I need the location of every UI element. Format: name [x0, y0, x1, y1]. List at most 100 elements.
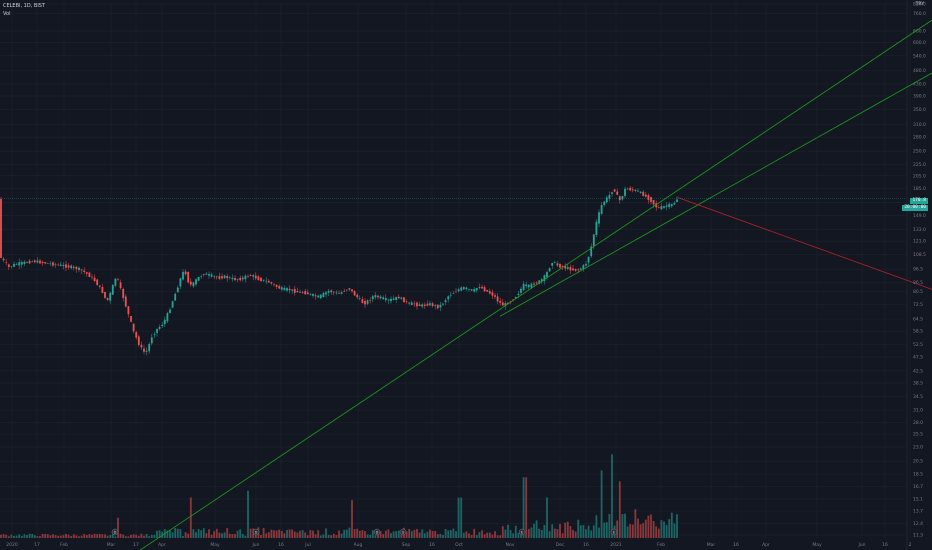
candle-body	[262, 279, 265, 281]
candle-body	[457, 289, 460, 292]
candle-body	[603, 201, 606, 205]
candle-body	[0, 199, 2, 258]
candle-body	[538, 280, 541, 284]
x-tick-label: Apr	[158, 542, 166, 548]
volume-bar	[436, 534, 439, 538]
volume-bar	[577, 519, 580, 538]
currency-text: TRY	[915, 2, 924, 7]
volume-bar	[572, 529, 574, 538]
candle-body	[400, 297, 403, 299]
candle-body	[564, 266, 567, 269]
volume-bar	[413, 529, 416, 538]
event-marker	[111, 528, 119, 536]
y-tick-label: 225.0	[913, 162, 926, 168]
volume-bar	[634, 509, 637, 538]
candle-body	[101, 286, 104, 293]
volume-bar	[418, 532, 421, 538]
volume-bar	[31, 534, 34, 538]
candle-body	[626, 188, 629, 190]
volume-bar	[93, 533, 96, 538]
volume-bar	[668, 519, 671, 538]
candle-body	[566, 267, 569, 269]
y-tick-label: 430.0	[913, 82, 926, 88]
volume-bar	[306, 535, 309, 538]
volume-bar	[54, 535, 57, 538]
candle-body	[543, 275, 546, 281]
volume-bar	[371, 530, 374, 538]
candle-body	[200, 276, 203, 277]
volume-bar	[538, 528, 541, 538]
candle-body	[85, 272, 88, 274]
volume-bar	[314, 534, 317, 538]
candle-body	[171, 301, 174, 308]
candle-body	[345, 289, 348, 291]
volume-bar	[153, 534, 156, 538]
volume-bar	[587, 525, 590, 538]
volume-bar	[507, 524, 509, 538]
x-tick-label: Mar	[707, 542, 716, 548]
candle-body	[462, 287, 465, 290]
volume-bar	[512, 533, 515, 538]
candle-body	[504, 303, 507, 307]
candle-body	[475, 288, 478, 291]
candle-body	[80, 269, 83, 271]
y-tick-label: 310.0	[913, 122, 926, 128]
volume-bar	[343, 529, 346, 538]
volume-bar	[533, 523, 535, 538]
candle-body	[143, 348, 145, 352]
candle-body	[598, 212, 600, 224]
volume-bar	[405, 531, 408, 538]
candle-body	[213, 276, 216, 277]
volume-bar	[88, 534, 91, 538]
candle-body	[452, 293, 455, 294]
volume-bar	[192, 529, 195, 538]
candle-body	[241, 277, 244, 280]
volume-bar	[548, 531, 551, 538]
candle-body	[189, 281, 192, 285]
candle-body	[231, 277, 234, 280]
candle-body	[663, 206, 665, 208]
volume-bar	[416, 528, 418, 538]
volume-bar	[223, 532, 226, 538]
candle-body	[517, 293, 520, 296]
candle-body	[54, 264, 57, 265]
event-marker-label: D	[376, 531, 379, 535]
volume-bar	[429, 529, 431, 538]
volume-bar	[36, 536, 39, 538]
volume-bar	[392, 531, 395, 538]
volume-bar	[364, 531, 366, 538]
candle-body	[36, 260, 39, 263]
candle-body	[96, 279, 99, 286]
volume-bar	[509, 530, 512, 538]
candle-body	[257, 276, 260, 281]
volume-bar	[119, 533, 122, 538]
volume-bar	[520, 532, 522, 538]
volume-bar	[189, 497, 192, 538]
volume-bar	[358, 530, 361, 538]
volume-bar	[10, 534, 13, 538]
volume-bar	[652, 520, 655, 538]
y-tick-label: 185.0	[913, 186, 926, 192]
volume-bar	[442, 534, 444, 538]
volume-bar	[663, 521, 665, 538]
currency-label: TRY	[916, 2, 924, 7]
candle-body	[366, 300, 369, 304]
y-tick-label: 34.5	[913, 394, 923, 400]
volume-bar	[431, 531, 434, 538]
candle-body	[306, 292, 309, 295]
candle-body	[226, 276, 229, 279]
candle-body	[434, 305, 437, 306]
candle-body	[431, 303, 434, 307]
volume-bar	[67, 534, 70, 538]
candle-body	[312, 293, 314, 296]
volume-bar	[130, 534, 132, 538]
volume-bar	[218, 532, 221, 538]
candle-body	[33, 260, 36, 263]
candle-body	[111, 284, 114, 295]
volume-bar	[150, 534, 153, 538]
candle-body	[18, 262, 21, 266]
event-marker-label: E	[613, 531, 616, 535]
candle-body	[351, 289, 353, 292]
